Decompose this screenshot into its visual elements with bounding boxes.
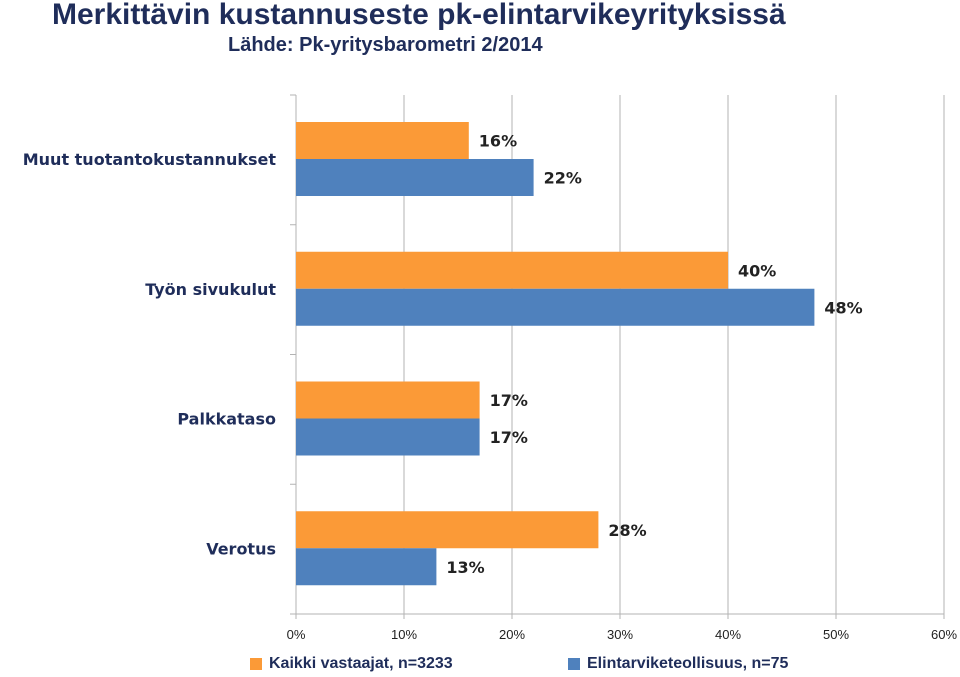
x-tick-label: 0% (287, 627, 306, 642)
x-tick-label: 30% (607, 627, 633, 642)
chart-title: Merkittävin kustannuseste pk-elintarvike… (52, 0, 786, 31)
x-tick-label: 50% (823, 627, 849, 642)
value-label: 13% (446, 558, 484, 577)
value-label: 40% (738, 261, 776, 280)
bar-food (296, 418, 480, 456)
chart-subtitle: Lähde: Pk-yritysbarometri 2/2014 (228, 34, 543, 56)
x-tick-label: 60% (931, 627, 957, 642)
category-label: Palkkataso (177, 410, 276, 429)
value-label: 17% (490, 428, 528, 447)
category-label: Muut tuotantokustannukset (23, 150, 277, 169)
bar-food (296, 159, 534, 196)
bar-food (296, 548, 437, 586)
legend-label-all: Kaikki vastaajat, n=3233 (269, 655, 453, 672)
legend-swatch-blue (568, 658, 580, 670)
bar-all (296, 381, 480, 419)
legend-swatch-orange (250, 658, 262, 670)
bar-all (296, 251, 728, 289)
bar-all (296, 511, 599, 549)
legend-item-all: Kaikki vastaajat, n=3233 (250, 655, 453, 673)
legend-item-food: Elintarviketeollisuus, n=75 (568, 655, 788, 673)
x-tick-label: 10% (391, 627, 417, 642)
legend-label-food: Elintarviketeollisuus, n=75 (587, 655, 789, 672)
chart-legend: Kaikki vastaajat, n=3233 Elintarviketeol… (0, 655, 960, 677)
bar-chart: 0% 10% 20% 30% 40% 50% 60% Muut tuotantokustann… (23, 94, 957, 642)
bar-food (296, 288, 815, 326)
x-tick-label: 20% (499, 627, 525, 642)
bar-all (296, 122, 469, 159)
value-label: 48% (824, 298, 862, 317)
value-label: 17% (490, 391, 528, 410)
x-tick-label: 40% (715, 627, 741, 642)
value-label: 16% (479, 132, 517, 151)
category-label: Työn sivukulut (145, 280, 276, 299)
value-label: 22% (544, 169, 582, 188)
value-label: 28% (608, 521, 646, 540)
category-label: Verotus (206, 539, 276, 558)
